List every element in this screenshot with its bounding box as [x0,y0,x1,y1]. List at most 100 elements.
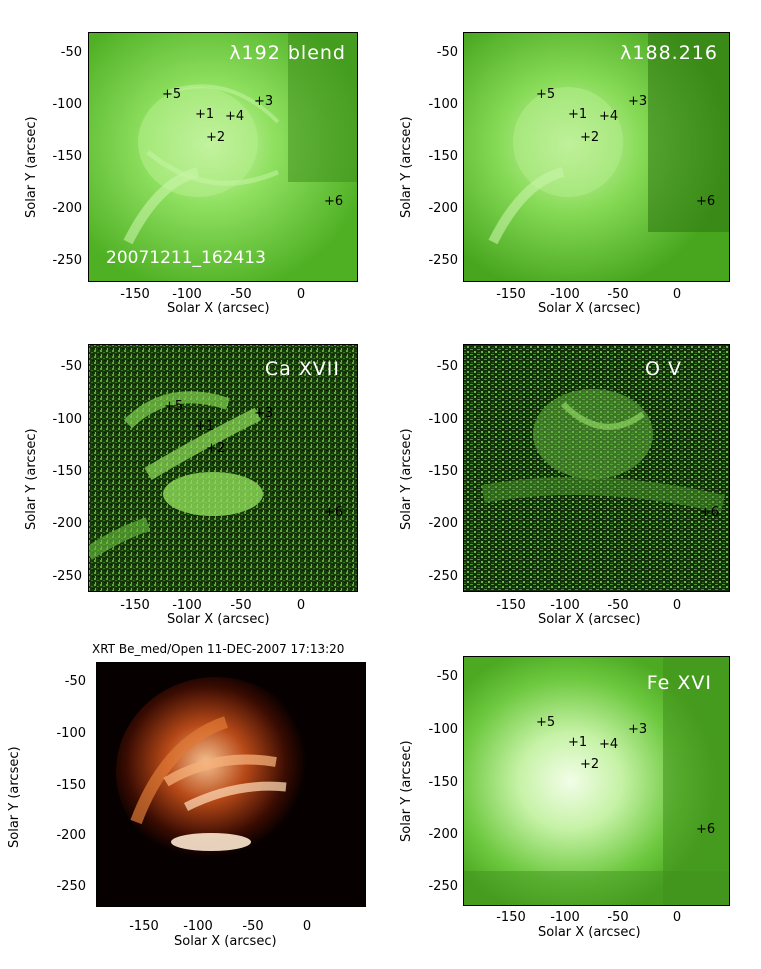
xtick: -100 [183,919,213,934]
xtick: -150 [120,598,150,613]
marker-6: +6 [696,194,716,209]
image-fexvi: Fe XVI +5 +1 +4 +3 +2 +6 [463,656,730,906]
xtick: 0 [672,598,682,613]
y-axis-title: Solar Y (arcsec) [7,746,22,848]
panel-label: Fe XVI [646,672,712,694]
ytick: -250 [52,253,82,268]
ytick: -50 [436,669,458,684]
xtick: -150 [496,598,526,613]
ytick: -250 [56,879,86,894]
image-caxvii: Ca XVII +5 +1 +3 +2 +6 [88,344,358,592]
y-axis-title: Solar Y (arcsec) [399,740,414,842]
xtick: 0 [672,910,682,925]
y-axis-title: Solar Y (arcsec) [399,428,414,530]
panel-label: λ188.216 [620,42,718,64]
marker-1: +1 [568,735,588,750]
y-axis-title: Solar Y (arcsec) [399,116,414,218]
ytick: -50 [60,359,82,374]
ytick: -150 [52,464,82,479]
marker-6: +6 [696,822,716,837]
ytick: -100 [52,97,82,112]
image-xrt [96,662,366,907]
xtick: -50 [607,598,629,613]
xtick: -100 [172,598,202,613]
ytick: -250 [428,569,458,584]
x-axis-title: Solar X (arcsec) [167,612,270,627]
xtick: -100 [172,287,202,302]
image-ov: O V +6 [463,344,730,592]
ytick: -100 [52,412,82,427]
xtick: -150 [496,287,526,302]
xtick: -50 [607,910,629,925]
marker-6: +6 [700,505,720,520]
ytick: -250 [428,879,458,894]
green-emission-image [88,344,358,592]
x-axis-title: Solar X (arcsec) [538,612,641,627]
marker-1: +1 [568,107,588,122]
xtick: -50 [230,598,252,613]
marker-3: +3 [254,406,274,421]
ytick: -250 [428,253,458,268]
image-lambda188: λ188.216 +5 +1 +4 +3 +2 +6 [463,32,730,282]
ytick: -150 [428,464,458,479]
marker-6: +6 [324,505,344,520]
marker-3: +3 [628,94,648,109]
marker-5: +5 [536,87,556,102]
ytick: -150 [52,149,82,164]
y-axis-title: Solar Y (arcsec) [24,116,39,218]
xrt-emission-image [96,662,366,907]
ytick: -250 [52,569,82,584]
ytick: -100 [428,97,458,112]
xtick: -50 [242,919,264,934]
ytick: -50 [60,45,82,60]
image-lambda192: λ192 blend 20071211_162413 +5 +1 +4 +3 +… [88,32,358,282]
xrt-title: XRT Be_med/Open 11-DEC-2007 17:13:20 [92,642,345,656]
xtick: -100 [550,287,580,302]
marker-3: +3 [628,722,648,737]
ytick: -150 [428,149,458,164]
ytick: -100 [428,722,458,737]
ytick: -200 [428,516,458,531]
marker-6: +6 [324,194,344,209]
xtick: -100 [550,910,580,925]
x-axis-title: Solar X (arcsec) [538,301,641,316]
marker-2: +2 [206,441,226,456]
ytick: -200 [52,516,82,531]
panel-label: O V [645,358,682,380]
marker-2: +2 [580,757,600,772]
xtick: 0 [302,919,312,934]
xtick: -50 [230,287,252,302]
marker-2: +2 [206,130,226,145]
ytick: -150 [428,775,458,790]
marker-5: +5 [162,87,182,102]
ytick: -50 [436,45,458,60]
x-axis-title: Solar X (arcsec) [167,301,270,316]
xtick: -150 [496,910,526,925]
ytick: -200 [428,201,458,216]
y-axis-title: Solar Y (arcsec) [24,428,39,530]
marker-5: +5 [164,399,184,414]
xtick: -150 [129,919,159,934]
x-axis-title: Solar X (arcsec) [174,934,277,949]
green-emission-image [463,32,730,282]
marker-2: +2 [580,130,600,145]
ytick: -50 [64,674,86,689]
ytick: -100 [56,726,86,741]
green-emission-image [88,32,358,282]
green-emission-image [463,656,730,906]
ytick: -200 [52,201,82,216]
xtick: 0 [296,598,306,613]
panel-label: λ192 blend [229,42,346,64]
xtick: 0 [672,287,682,302]
green-emission-image [463,344,730,592]
marker-4: +4 [225,109,245,124]
xtick: -50 [607,287,629,302]
marker-1: +1 [195,107,215,122]
timestamp-label: 20071211_162413 [106,248,266,268]
panel-label: Ca XVII [264,358,340,380]
ytick: -50 [436,359,458,374]
ytick: -100 [428,412,458,427]
marker-3: +3 [254,94,274,109]
ytick: -200 [56,828,86,843]
marker-4: +4 [599,109,619,124]
